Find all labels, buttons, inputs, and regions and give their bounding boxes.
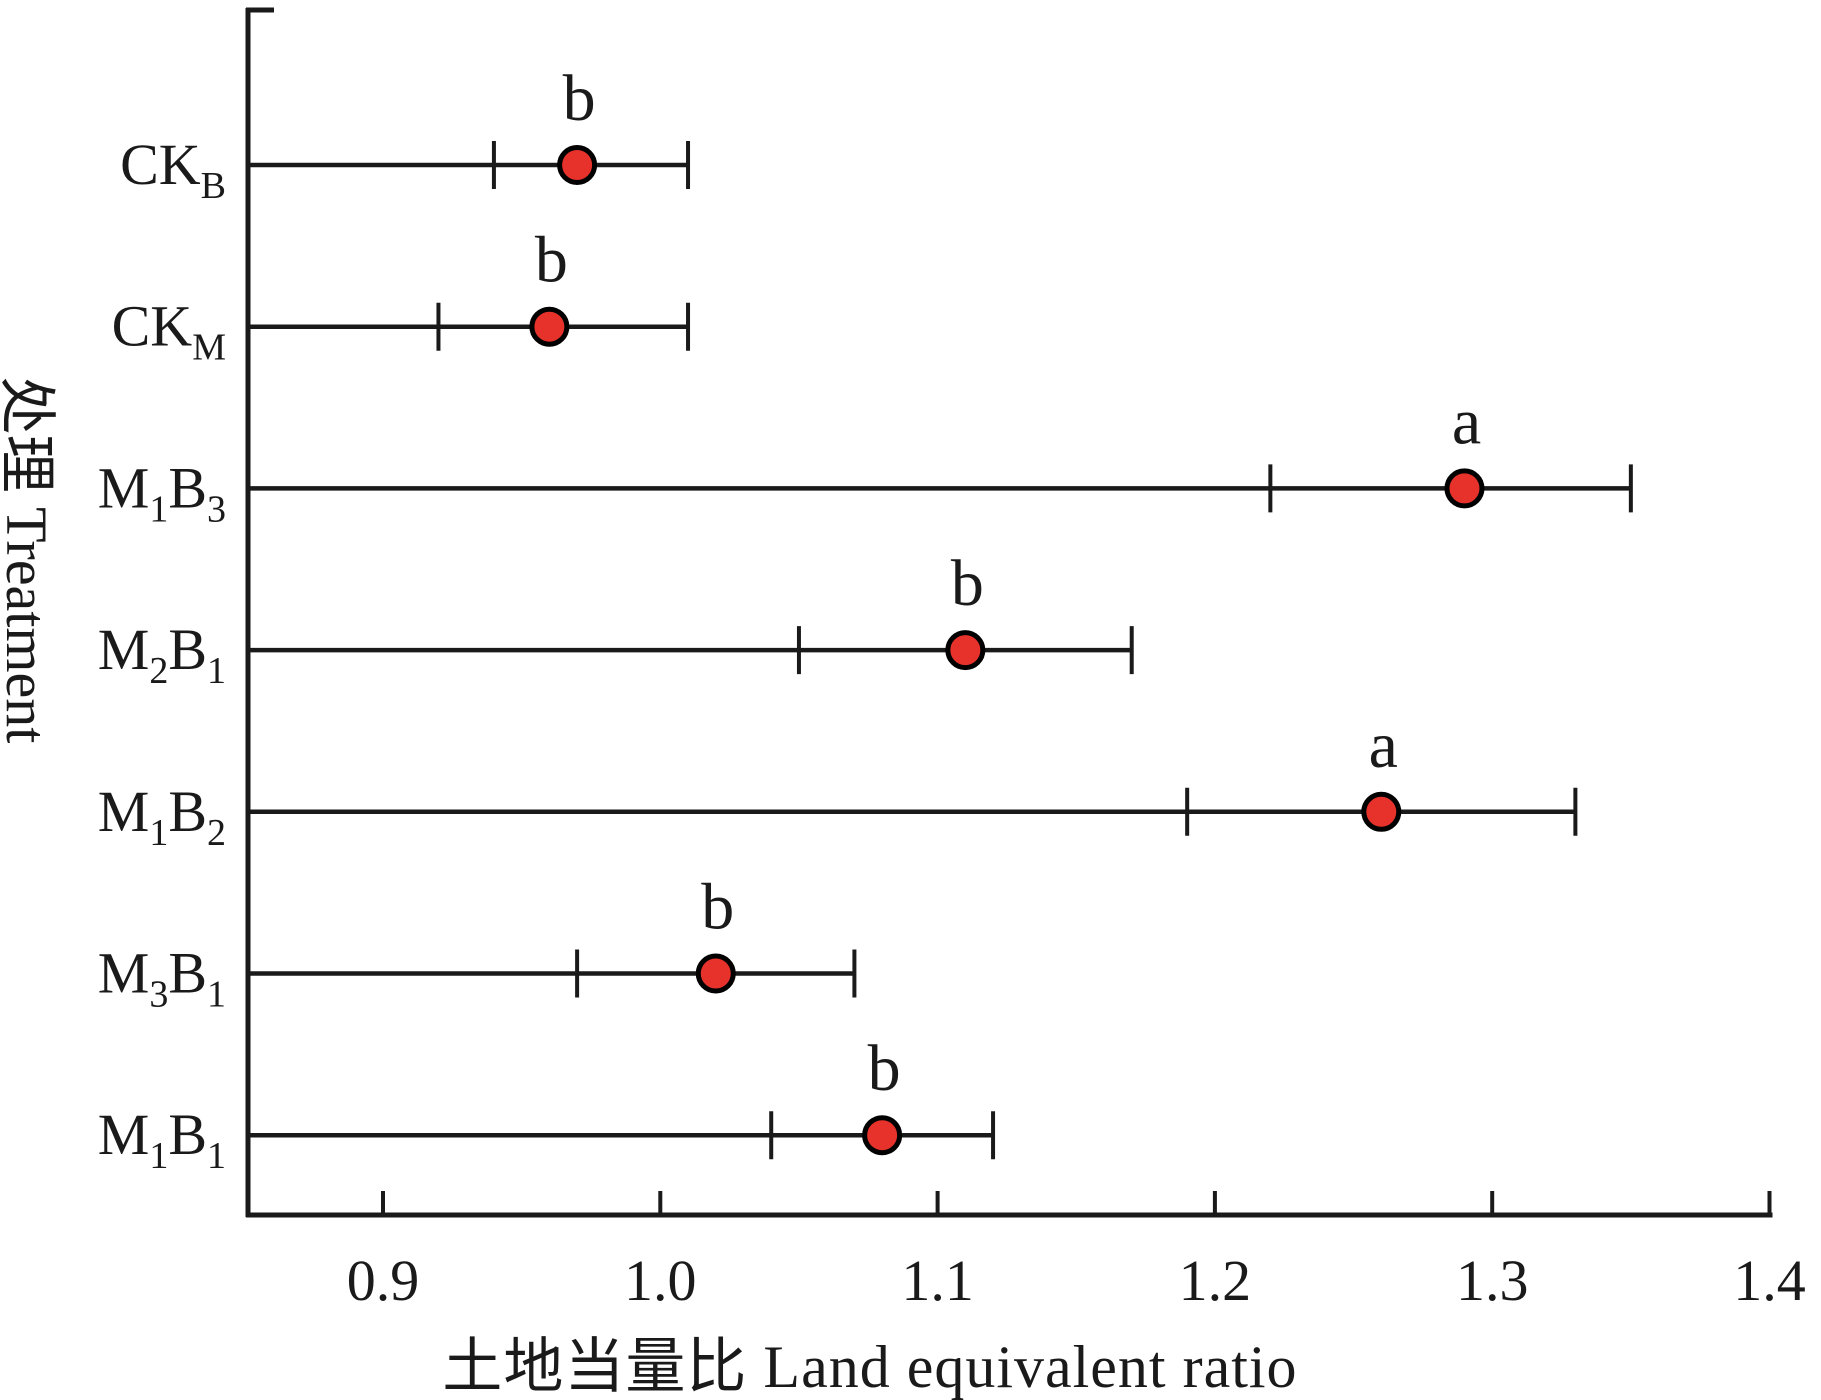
category-label: M1B2 [98,779,226,854]
data-row: b M2B1 [98,547,1134,692]
data-row: b CKM [112,224,691,369]
x-axis-tick-label: 0.9 [347,1248,420,1313]
significance-letter: b [701,871,734,944]
mean-dot [529,306,570,347]
significance-letter: b [951,547,984,620]
mean-dot [557,145,598,185]
category-label: M3B1 [98,941,226,1016]
data-row: b M3B1 [98,871,857,1016]
x-axis-tick-label: 1.4 [1733,1248,1806,1313]
category-label: M1B1 [98,1102,226,1177]
category-label: CKM [112,294,226,369]
x-axis-title: 土地当量比 Land equivalent ratio [442,1334,1298,1400]
axes: 0.9 1.0 1.1 1.2 1.3 1.4 [245,7,1806,1313]
x-axis-tick-label: 1.0 [624,1248,697,1313]
mean-dot [695,953,736,994]
category-label: M1B3 [98,455,226,530]
significance-letter: b [535,224,568,297]
significance-letter: b [868,1032,901,1105]
category-label: CKB [120,132,226,207]
mean-dot [862,1115,903,1156]
x-axis-tick-label: 1.2 [1179,1248,1252,1313]
data-row: b CKB [120,62,691,207]
category-label: M2B1 [98,617,226,692]
mean-dot [1361,791,1402,832]
significance-letter: b [563,62,596,135]
significance-letter: a [1369,709,1398,782]
mean-dot [1444,468,1485,509]
y-axis-title: 处理 Treatment [0,376,59,744]
data-row: a M1B2 [98,709,1578,854]
data-row: b M1B1 [98,1032,996,1177]
significance-letter: a [1452,385,1481,458]
data-row: a M1B3 [98,385,1633,530]
x-axis-tick-label: 1.3 [1456,1248,1529,1313]
mean-dot [945,630,986,671]
x-axis-tick-label: 1.1 [901,1248,974,1313]
